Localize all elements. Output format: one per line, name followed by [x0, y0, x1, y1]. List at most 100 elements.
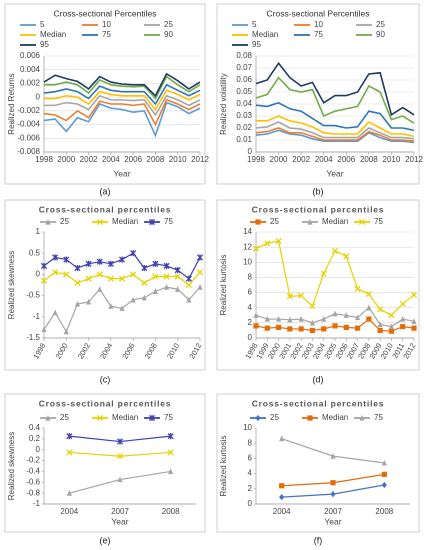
y-tick-label: 0.08	[236, 51, 252, 60]
marker	[321, 315, 327, 322]
marker	[66, 490, 72, 496]
y-tick-label: 10	[243, 423, 252, 432]
marker	[286, 293, 293, 300]
marker	[148, 414, 156, 422]
series-line	[255, 127, 415, 142]
x-tick-label: 2000	[270, 155, 288, 164]
series-line	[44, 75, 201, 100]
marker	[275, 238, 282, 245]
y-axis-label: Realized skewness	[7, 432, 16, 500]
y-tick-label: -0.5	[26, 291, 40, 300]
marker	[85, 275, 92, 282]
legend-label: Median	[252, 30, 278, 39]
marker	[400, 315, 406, 322]
x-tick-label: 2012	[191, 155, 209, 164]
y-tick-label: 0	[36, 92, 41, 101]
marker	[167, 449, 174, 456]
y-tick-label: -0.2	[26, 456, 40, 465]
x-tick-label: 2007	[111, 507, 129, 516]
chart-title: Cross-sectional percentiles	[39, 204, 172, 214]
panel-frame	[4, 199, 206, 371]
panel-label: (b)	[313, 186, 324, 196]
marker	[253, 312, 259, 318]
y-tick-label: 4	[248, 303, 253, 312]
y-tick-label: 4	[248, 469, 253, 478]
marker	[167, 433, 174, 440]
marker	[287, 316, 293, 323]
marker	[141, 294, 147, 301]
marker	[381, 481, 387, 489]
marker	[330, 491, 336, 498]
legend-label: Median	[322, 217, 348, 226]
y-tick-label: 0.006	[20, 51, 41, 60]
marker	[275, 315, 282, 322]
marker	[85, 260, 92, 267]
marker	[331, 247, 339, 254]
marker	[279, 494, 285, 501]
y-tick-label: -0.6	[26, 477, 40, 486]
chart-title: Cross-sectional percentiles	[252, 398, 385, 408]
marker	[366, 316, 372, 322]
x-tick-label: 1998	[247, 155, 265, 164]
y-tick-label: 0.01	[236, 135, 252, 144]
marker	[309, 303, 316, 310]
marker	[377, 321, 383, 327]
marker	[152, 288, 159, 294]
marker	[45, 218, 51, 225]
marker	[196, 269, 204, 276]
legend-label: 95	[252, 40, 261, 49]
series-line	[255, 101, 415, 132]
legend-label: 90	[164, 30, 173, 39]
marker	[174, 267, 181, 274]
marker	[320, 270, 327, 277]
y-tick-label: 0	[36, 270, 41, 279]
legend-label: Median	[40, 30, 66, 39]
marker	[130, 296, 136, 303]
legend-label: Median	[112, 413, 138, 422]
marker	[63, 256, 70, 263]
legend-label: Median	[322, 413, 348, 422]
panel-frame	[216, 199, 420, 371]
y-tick-label: 0.4	[29, 423, 41, 432]
marker	[152, 260, 159, 267]
y-tick-label: 0.002	[20, 79, 41, 88]
marker	[163, 273, 170, 280]
marker	[358, 218, 366, 226]
marker	[152, 273, 159, 280]
x-tick-label: 2007	[324, 507, 342, 516]
marker	[185, 275, 192, 282]
x-tick-label: 2004	[60, 507, 78, 516]
y-tick-label: 8	[248, 438, 253, 447]
y-tick-label: -1	[33, 312, 41, 321]
marker	[354, 314, 361, 321]
y-axis-label: Realized skewness	[7, 251, 16, 319]
x-tick-label: 2006	[124, 155, 142, 164]
marker	[400, 324, 406, 330]
marker	[264, 325, 270, 331]
y-tick-label: 0.2	[29, 434, 41, 443]
legend-label: 25	[164, 20, 173, 29]
x-tick-label: 2008	[147, 155, 165, 164]
marker	[96, 271, 103, 278]
series-line	[255, 129, 415, 144]
marker	[141, 279, 148, 286]
marker	[175, 286, 181, 292]
marker	[163, 284, 170, 290]
marker	[365, 291, 372, 298]
y-tick-label: 0.07	[236, 63, 252, 72]
marker	[309, 327, 316, 334]
marker	[399, 300, 406, 307]
marker	[253, 323, 259, 329]
marker	[411, 325, 417, 331]
series-line	[43, 98, 201, 127]
marker	[388, 323, 395, 330]
legend-label: 25	[60, 217, 69, 226]
y-tick-label: 0	[248, 147, 253, 156]
marker	[287, 326, 293, 332]
x-tick-label: 2008	[360, 155, 378, 164]
legend-label: 10	[314, 20, 323, 29]
marker	[343, 253, 350, 260]
marker	[168, 468, 174, 475]
marker	[410, 291, 418, 298]
y-tick-label: -0.004	[17, 120, 40, 129]
